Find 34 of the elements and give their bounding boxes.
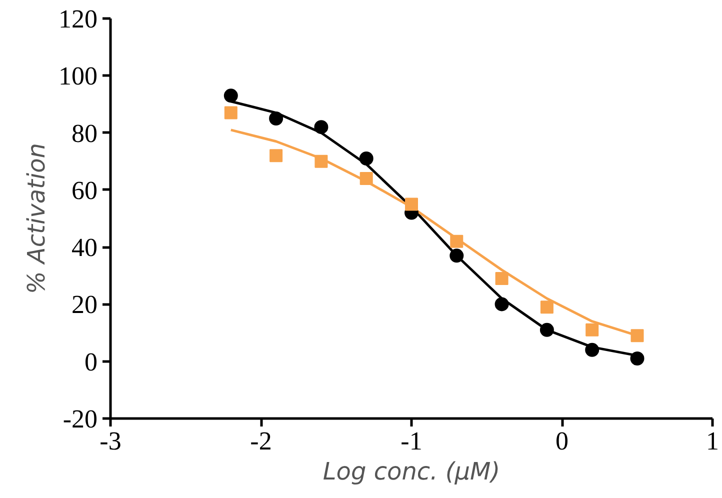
point bbox=[540, 300, 554, 314]
point bbox=[224, 88, 238, 103]
point bbox=[495, 272, 508, 285]
point bbox=[450, 234, 464, 248]
point bbox=[586, 323, 599, 336]
y-tick-label: 40 bbox=[72, 233, 98, 262]
point bbox=[359, 152, 374, 166]
point bbox=[585, 342, 600, 357]
point bbox=[494, 297, 509, 312]
point bbox=[314, 154, 328, 168]
point bbox=[405, 198, 418, 211]
point bbox=[360, 172, 373, 185]
point bbox=[540, 322, 554, 337]
y-tick-label: 120 bbox=[58, 4, 98, 34]
point bbox=[450, 248, 464, 263]
point bbox=[630, 352, 644, 366]
point bbox=[270, 149, 283, 162]
point bbox=[314, 120, 328, 134]
y-tick-label: 20 bbox=[72, 290, 98, 320]
point bbox=[630, 329, 644, 342]
x-tick-label: -3 bbox=[100, 426, 122, 456]
y-tick-label: 60 bbox=[72, 176, 98, 205]
x-tick-label: 0 bbox=[556, 426, 568, 456]
y-axis-title: % Activation bbox=[22, 142, 50, 294]
y-tick-label: 100 bbox=[58, 62, 98, 91]
y-tick-label: 80 bbox=[72, 118, 98, 148]
x-axis-title: Log conc. (μM) bbox=[322, 458, 500, 486]
point bbox=[269, 112, 284, 126]
x-tick-label: -1 bbox=[400, 426, 422, 456]
x-tick-label: 1 bbox=[706, 426, 719, 456]
y-tick-label: 0 bbox=[84, 347, 98, 376]
x-tick-label: -2 bbox=[250, 426, 272, 456]
point bbox=[224, 106, 238, 120]
y-tick-label: -20 bbox=[62, 404, 98, 434]
